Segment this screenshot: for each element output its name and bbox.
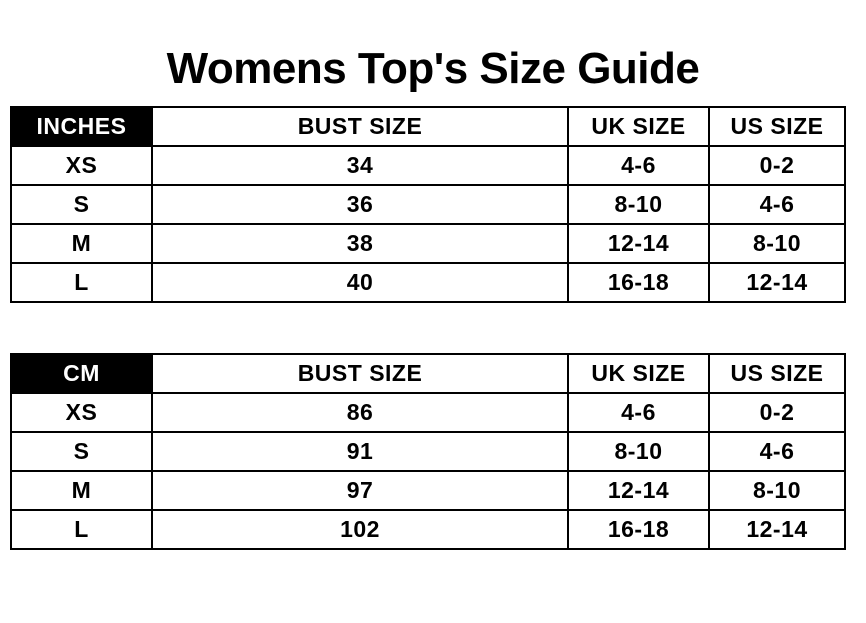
column-header-uk-size: UK SIZE xyxy=(567,106,710,147)
header-row-cm: CM BUST SIZE UK SIZE US SIZE xyxy=(10,353,846,394)
table-row-s: S 91 8-10 4-6 xyxy=(10,431,846,472)
column-header-bust-size: BUST SIZE xyxy=(151,106,569,147)
bust-value: 34 xyxy=(151,145,569,186)
size-label: M xyxy=(10,470,153,511)
size-label: XS xyxy=(10,392,153,433)
bust-value: 86 xyxy=(151,392,569,433)
size-label: S xyxy=(10,184,153,225)
us-size-value: 0-2 xyxy=(708,392,846,433)
column-header-us-size: US SIZE xyxy=(708,106,846,147)
column-header-us-size: US SIZE xyxy=(708,353,846,394)
bust-value: 36 xyxy=(151,184,569,225)
table-row-xs: XS 34 4-6 0-2 xyxy=(10,145,846,186)
bust-value: 91 xyxy=(151,431,569,472)
header-row-inches: INCHES BUST SIZE UK SIZE US SIZE xyxy=(10,106,846,147)
us-size-value: 4-6 xyxy=(708,431,846,472)
us-size-value: 12-14 xyxy=(708,262,846,303)
size-table-cm: CM BUST SIZE UK SIZE US SIZE XS 86 4-6 0… xyxy=(10,353,846,550)
uk-size-value: 4-6 xyxy=(567,392,710,433)
unit-header-inches: INCHES xyxy=(10,106,153,147)
us-size-value: 0-2 xyxy=(708,145,846,186)
uk-size-value: 12-14 xyxy=(567,223,710,264)
uk-size-value: 8-10 xyxy=(567,431,710,472)
table-row-s: S 36 8-10 4-6 xyxy=(10,184,846,225)
size-label: L xyxy=(10,509,153,550)
unit-header-cm: CM xyxy=(10,353,153,394)
size-label: M xyxy=(10,223,153,264)
table-row-l: L 40 16-18 12-14 xyxy=(10,262,846,303)
table-row-m: M 97 12-14 8-10 xyxy=(10,470,846,511)
uk-size-value: 16-18 xyxy=(567,509,710,550)
uk-size-value: 16-18 xyxy=(567,262,710,303)
us-size-value: 8-10 xyxy=(708,470,846,511)
uk-size-value: 4-6 xyxy=(567,145,710,186)
size-label: L xyxy=(10,262,153,303)
uk-size-value: 8-10 xyxy=(567,184,710,225)
column-header-uk-size: UK SIZE xyxy=(567,353,710,394)
size-label: S xyxy=(10,431,153,472)
us-size-value: 4-6 xyxy=(708,184,846,225)
bust-value: 102 xyxy=(151,509,569,550)
size-label: XS xyxy=(10,145,153,186)
bust-value: 38 xyxy=(151,223,569,264)
bust-value: 40 xyxy=(151,262,569,303)
us-size-value: 12-14 xyxy=(708,509,846,550)
uk-size-value: 12-14 xyxy=(567,470,710,511)
table-row-l: L 102 16-18 12-14 xyxy=(10,509,846,550)
us-size-value: 8-10 xyxy=(708,223,846,264)
bust-value: 97 xyxy=(151,470,569,511)
size-table-inches: INCHES BUST SIZE UK SIZE US SIZE XS 34 4… xyxy=(10,106,846,303)
page-title: Womens Top's Size Guide xyxy=(166,44,700,93)
column-header-bust-size: BUST SIZE xyxy=(151,353,569,394)
table-row-xs: XS 86 4-6 0-2 xyxy=(10,392,846,433)
table-row-m: M 38 12-14 8-10 xyxy=(10,223,846,264)
